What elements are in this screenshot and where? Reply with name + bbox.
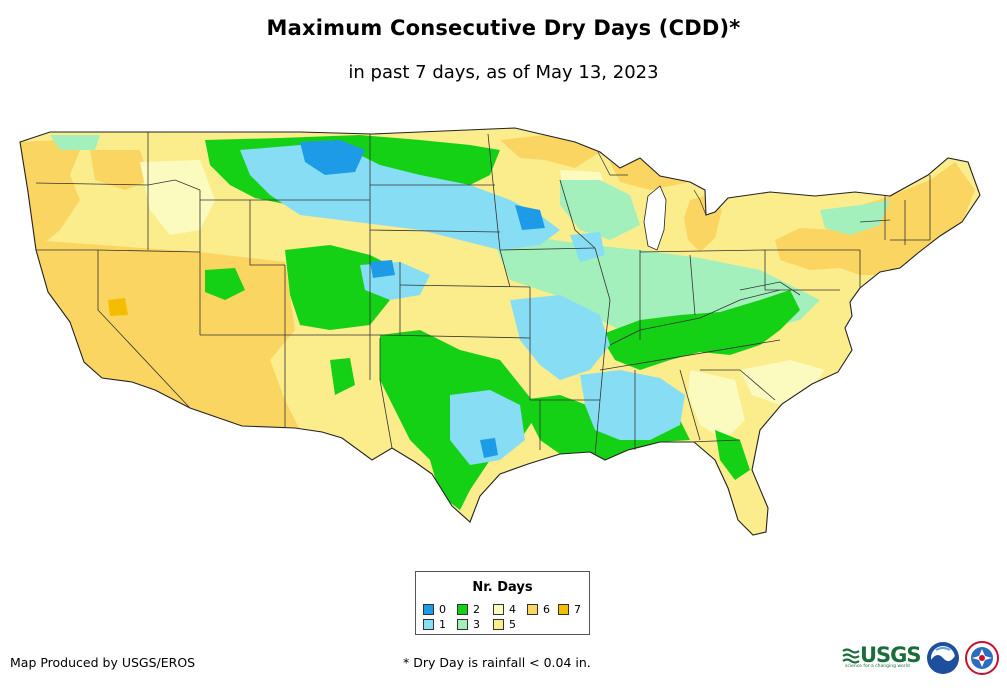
cdd-region-1-day — [450, 390, 525, 465]
cdd-region-6-days — [20, 140, 80, 250]
legend-swatch — [493, 604, 504, 615]
cdd-region-2-days — [330, 358, 355, 395]
cdd-region-2-days — [205, 268, 245, 300]
legend-swatch — [527, 604, 538, 615]
legend-label: 7 — [574, 603, 581, 616]
map-credit: Map Produced by USGS/EROS — [10, 655, 196, 670]
legend-item-5: 5 — [493, 618, 516, 631]
legend-label: 1 — [439, 618, 446, 631]
cdd-region-4-days — [740, 360, 825, 405]
legend-label: 5 — [509, 618, 516, 631]
legend-label: 6 — [543, 603, 550, 616]
legend-item-4: 4 — [493, 603, 516, 616]
map-title: Maximum Consecutive Dry Days (CDD)* — [266, 16, 741, 40]
legend-swatch — [493, 619, 504, 630]
legend-item-3: 3 — [457, 618, 480, 631]
cdd-region-6-days — [500, 135, 600, 168]
legend: Nr. Days 0 1 2 3 4 5 6 7 — [415, 571, 590, 635]
nws-logo-icon — [965, 641, 999, 675]
legend-item-6: 6 — [527, 603, 550, 616]
cdd-region-0-days — [480, 438, 498, 458]
dry-day-footnote: * Dry Day is rainfall < 0.04 in. — [403, 655, 591, 670]
cdd-region-3-days — [50, 135, 100, 150]
state-boundaries — [35, 132, 931, 456]
lake-michigan — [643, 185, 667, 251]
usgs-logo-icon: USGS — [842, 643, 922, 667]
legend-item-2: 2 — [457, 603, 480, 616]
cdd-region-1-day — [580, 370, 685, 440]
coastline-detail — [597, 151, 707, 216]
legend-label: 4 — [509, 603, 516, 616]
legend-label: 3 — [473, 618, 480, 631]
map-subtitle: in past 7 days, as of May 13, 2023 — [348, 62, 659, 83]
legend-item-0: 0 — [423, 603, 446, 616]
cdd-region-1-day — [570, 232, 605, 262]
cdd-region-6-days — [90, 150, 150, 190]
legend-item-1: 1 — [423, 618, 446, 631]
agency-logos: USGS science for a changing world — [842, 641, 1002, 677]
us-outline — [19, 127, 981, 536]
cdd-region-0-days — [300, 140, 365, 175]
cdd-region-2-days — [600, 290, 800, 370]
cdd-region-3-days — [560, 180, 640, 240]
conus-cdd-map — [19, 127, 981, 536]
cdd-region-4-days — [688, 370, 745, 440]
cdd-region-0-days — [370, 260, 395, 278]
legend-swatch — [423, 604, 434, 615]
cdd-region-4-days — [140, 160, 215, 235]
legend-swatch — [423, 619, 434, 630]
legend-label: 2 — [473, 603, 480, 616]
legend-item-7: 7 — [558, 603, 581, 616]
cdd-region-2-days — [715, 430, 750, 480]
usgs-tagline: science for a changing world — [845, 664, 910, 669]
cdd-region-7-days — [108, 298, 128, 316]
legend-swatch — [457, 619, 468, 630]
legend-swatch — [558, 604, 569, 615]
noaa-logo-icon — [927, 642, 959, 674]
cdd-region-1-day — [510, 295, 610, 380]
usgs-logo-text: USGS — [860, 643, 922, 667]
usgs-wave-icon — [842, 648, 860, 664]
legend-title: Nr. Days — [472, 580, 533, 595]
cdd-region-3-days — [820, 200, 890, 235]
legend-swatch — [457, 604, 468, 615]
cdd-region-6-days — [610, 158, 690, 190]
legend-label: 0 — [439, 603, 446, 616]
cdd-region-0-days — [515, 205, 545, 230]
